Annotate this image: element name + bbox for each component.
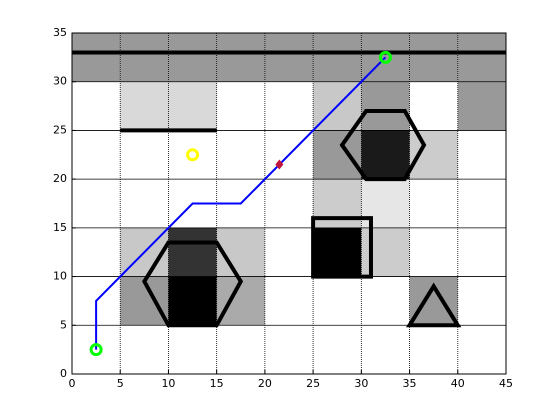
- cell: [120, 33, 169, 82]
- y-tick-label: 35: [53, 26, 67, 39]
- cell: [72, 33, 121, 82]
- cell: [361, 130, 410, 180]
- cell: [313, 33, 362, 82]
- cell: [264, 33, 314, 82]
- cell: [361, 179, 410, 228]
- obstacle-outline: [142, 240, 244, 328]
- cell: [361, 81, 410, 131]
- cell: [168, 81, 217, 131]
- cell: [409, 33, 458, 82]
- x-tick-label: 40: [451, 377, 465, 390]
- cell: [168, 227, 217, 277]
- marker: [89, 343, 103, 357]
- x-tick-label: 25: [306, 377, 320, 390]
- obstacle-outline: [405, 282, 462, 328]
- cell: [313, 227, 362, 277]
- cell: [216, 33, 265, 82]
- y-tick-label: 10: [53, 270, 67, 283]
- x-tick-label: 35: [403, 377, 417, 390]
- x-tick-label: 20: [258, 377, 272, 390]
- cell: [457, 81, 506, 131]
- marker: [378, 50, 392, 64]
- cell: [120, 81, 169, 131]
- marker: [275, 159, 284, 170]
- x-tick-label: 30: [354, 377, 368, 390]
- path-line: [95, 56, 387, 350]
- x-tick-label: 15: [210, 377, 224, 390]
- y-tick-label: 15: [53, 221, 67, 234]
- x-tick-label: 5: [117, 377, 124, 390]
- cell: [313, 130, 362, 180]
- cell: [168, 33, 217, 82]
- y-tick-label: 5: [60, 318, 67, 331]
- obstacle-outline: [339, 108, 427, 182]
- axes-box: [71, 32, 507, 375]
- y-tick-label: 0: [60, 367, 67, 380]
- marker: [186, 148, 200, 162]
- x-tick-label: 10: [161, 377, 175, 390]
- y-tick-label: 30: [53, 75, 67, 88]
- cell: [313, 179, 362, 228]
- x-tick-label: 45: [499, 377, 513, 390]
- cell: [457, 33, 506, 82]
- obstacle-outline: [311, 216, 373, 279]
- cell: [168, 276, 217, 326]
- y-tick-label: 25: [53, 123, 67, 136]
- x-tick-label: 0: [69, 377, 76, 390]
- cell: [361, 227, 410, 277]
- y-tick-label: 20: [53, 172, 67, 185]
